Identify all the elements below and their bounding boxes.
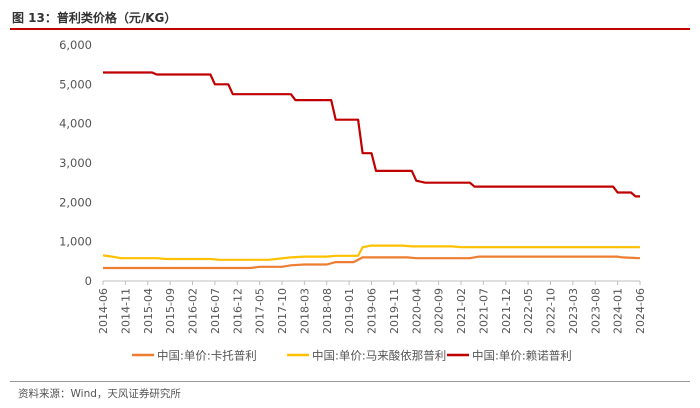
y-tick-label: 2,000 [59, 195, 92, 209]
x-axis: 2014-06 2014-11 2015-04 2015-09 2016-02 2016-… [97, 280, 647, 334]
x-tick-label: 2017-10 [276, 288, 289, 334]
x-tick-label: 2020-09 [433, 288, 446, 334]
y-tick-label: 1,000 [59, 235, 92, 249]
x-tick-label: 2023-03 [567, 288, 580, 334]
x-tick-label: 2022-10 [545, 288, 558, 334]
x-tick-label: 2018-08 [321, 288, 334, 334]
x-tick-label: 2023-08 [589, 288, 602, 334]
y-axis: 0 1,000 2,000 3,000 4,000 5,000 6,000 [59, 38, 92, 288]
source-note: 资料来源：Wind，天风证券研究所 [18, 388, 181, 400]
x-tick-label: 2024-01 [612, 288, 625, 334]
series-line [103, 71, 640, 198]
x-tick-label: 2015-09 [164, 288, 177, 334]
x-tick-label: 2019-06 [366, 288, 379, 334]
plot-lines [102, 71, 641, 270]
x-tick-label: 2018-03 [298, 288, 311, 334]
y-tick-label: 5,000 [59, 77, 92, 91]
x-tick-label: 2014-11 [119, 288, 132, 334]
x-tick-label: 2019-01 [343, 288, 356, 334]
figure-title: 图 13：普利类价格（元/KG） [12, 11, 177, 25]
x-tick-label: 2015-04 [142, 288, 155, 334]
x-tick-label: 2021-12 [500, 288, 513, 334]
x-tick-label: 2014-06 [97, 288, 110, 334]
x-tick-label: 2024-06 [634, 288, 647, 334]
x-tick-label: 2020-04 [410, 288, 423, 334]
y-tick-label: 3,000 [59, 156, 92, 170]
x-tick-label: 2016-07 [209, 288, 222, 334]
source-divider [10, 381, 690, 382]
x-tick-label: 2019-11 [388, 288, 401, 334]
legend-label: 中国:单价:卡托普利 [157, 349, 257, 363]
title-bar: 图 13：普利类价格（元/KG） [10, 6, 690, 30]
series-line [102, 244, 640, 261]
series-line [103, 255, 641, 270]
x-tick-label: 2016-02 [187, 288, 200, 334]
x-tick-label: 2016-12 [231, 288, 244, 334]
legend-label: 中国:单价:赖诺普利 [472, 349, 572, 363]
y-tick-label: 6,000 [59, 38, 92, 52]
legend-label: 中国:单价:马来酸依那普利 [312, 349, 446, 363]
x-tick-label: 2021-02 [455, 288, 468, 334]
x-tick-label: 2022-05 [522, 288, 535, 334]
y-tick-label: 0 [85, 274, 92, 288]
legend: 中国:单价:卡托普利 中国:单价:马来酸依那普利 中国:单价:赖诺普利 [132, 349, 572, 363]
x-tick-label: 2017-05 [254, 288, 267, 334]
y-tick-label: 4,000 [59, 117, 92, 131]
x-tick-label: 2021-07 [477, 288, 490, 334]
